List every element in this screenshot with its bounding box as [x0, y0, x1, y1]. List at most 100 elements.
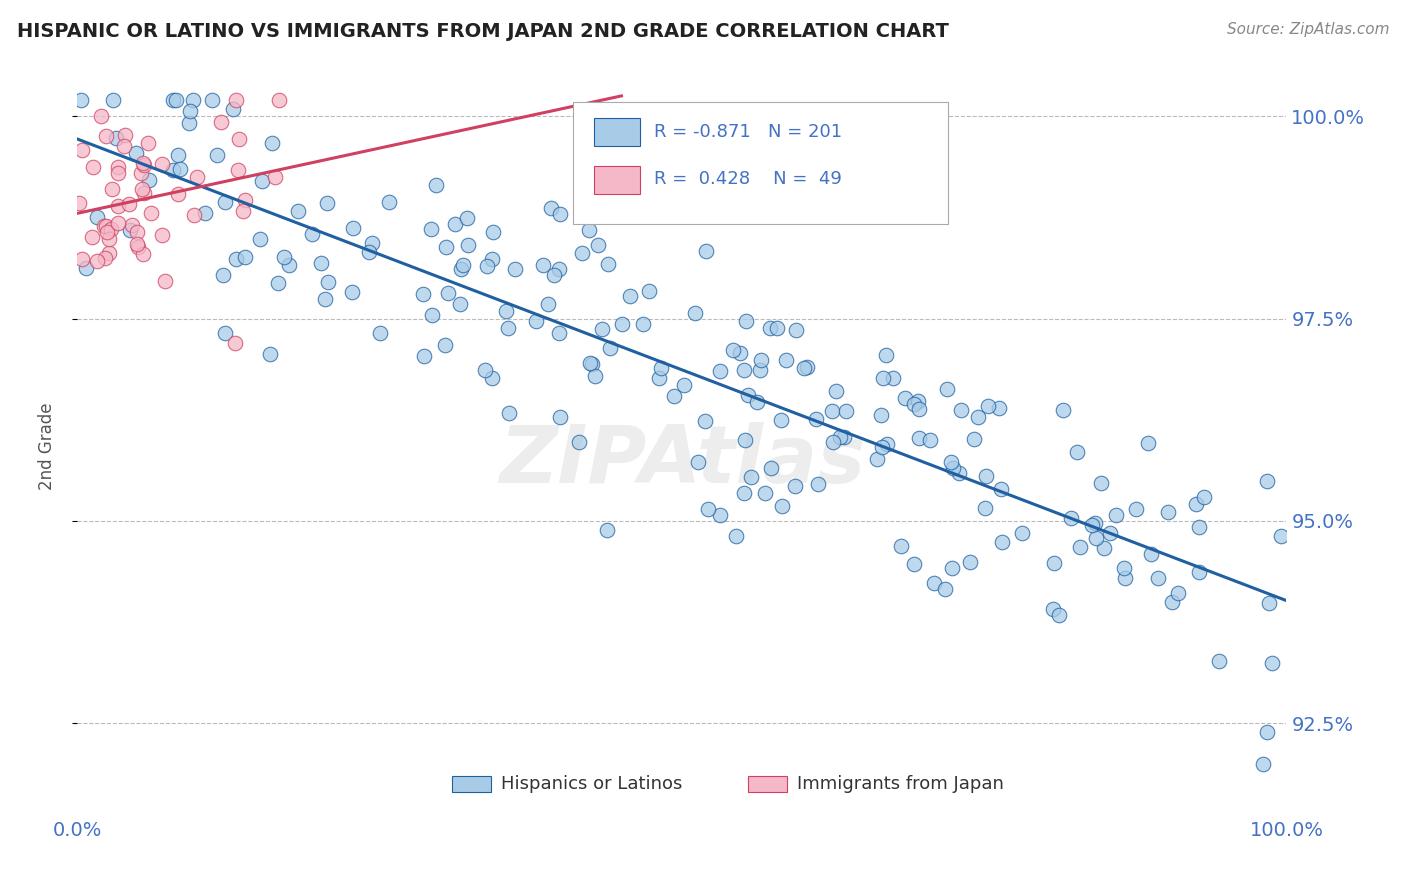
- Text: Source: ZipAtlas.com: Source: ZipAtlas.com: [1226, 22, 1389, 37]
- Point: [70, 143, 93, 157]
- Point: [437, 285, 460, 300]
- Point: [735, 314, 758, 328]
- Point: [496, 321, 519, 335]
- Point: [866, 452, 889, 467]
- Point: [434, 338, 457, 352]
- Point: [475, 259, 498, 273]
- Point: [1059, 510, 1081, 524]
- Point: [131, 156, 153, 170]
- Point: [201, 93, 224, 107]
- Point: [631, 317, 654, 331]
- Point: [882, 371, 904, 385]
- Point: [155, 274, 177, 288]
- Point: [495, 303, 517, 318]
- Point: [264, 169, 287, 184]
- Point: [725, 529, 748, 543]
- Point: [942, 461, 965, 475]
- Point: [125, 225, 148, 239]
- Point: [950, 402, 973, 417]
- Point: [93, 219, 115, 234]
- Point: [918, 433, 941, 447]
- Point: [179, 103, 201, 118]
- Point: [568, 434, 591, 449]
- Point: [571, 245, 593, 260]
- Point: [86, 210, 108, 224]
- Point: [132, 158, 155, 172]
- Point: [162, 93, 184, 107]
- Text: HISPANIC OR LATINO VS IMMIGRANTS FROM JAPAN 2ND GRADE CORRELATION CHART: HISPANIC OR LATINO VS IMMIGRANTS FROM JA…: [17, 22, 949, 41]
- Point: [872, 371, 894, 385]
- Point: [1043, 556, 1066, 570]
- Point: [612, 318, 634, 332]
- Point: [733, 363, 755, 377]
- Point: [86, 253, 108, 268]
- Point: [70, 252, 93, 266]
- Point: [225, 252, 247, 267]
- Point: [131, 182, 153, 196]
- Point: [1251, 756, 1274, 771]
- Point: [212, 268, 235, 283]
- Point: [107, 199, 129, 213]
- Point: [481, 371, 503, 385]
- Point: [82, 161, 104, 175]
- Point: [412, 349, 434, 363]
- Point: [770, 413, 793, 427]
- Point: [114, 128, 136, 142]
- Point: [444, 217, 467, 231]
- Point: [131, 166, 153, 180]
- Point: [301, 227, 323, 242]
- Point: [991, 535, 1014, 549]
- Bar: [593, 118, 640, 146]
- Point: [90, 109, 112, 123]
- Point: [273, 250, 295, 264]
- Point: [186, 170, 208, 185]
- Point: [1146, 571, 1168, 585]
- Point: [340, 285, 363, 299]
- Point: [262, 136, 284, 151]
- Point: [709, 508, 731, 522]
- Point: [959, 556, 981, 570]
- Point: [894, 391, 917, 405]
- Point: [451, 258, 474, 272]
- Point: [112, 139, 135, 153]
- Point: [835, 403, 858, 417]
- Point: [377, 194, 399, 209]
- Point: [214, 326, 236, 340]
- Point: [177, 116, 200, 130]
- Bar: [593, 166, 640, 194]
- Point: [793, 360, 815, 375]
- Point: [125, 145, 148, 160]
- Point: [1047, 608, 1070, 623]
- Point: [948, 466, 970, 480]
- Point: [228, 131, 250, 145]
- Point: [578, 222, 600, 236]
- Point: [695, 244, 717, 258]
- FancyBboxPatch shape: [574, 102, 948, 224]
- Point: [214, 194, 236, 209]
- Point: [875, 348, 897, 362]
- Point: [233, 250, 256, 264]
- Point: [908, 401, 931, 416]
- Point: [267, 277, 290, 291]
- Point: [737, 388, 759, 402]
- Point: [734, 433, 756, 447]
- Point: [342, 221, 364, 235]
- Point: [420, 222, 443, 236]
- Point: [599, 341, 621, 355]
- Point: [96, 129, 118, 144]
- Point: [224, 335, 246, 350]
- Point: [267, 93, 290, 107]
- Point: [582, 191, 605, 205]
- Point: [747, 394, 769, 409]
- Point: [232, 203, 254, 218]
- Point: [596, 523, 619, 537]
- Point: [939, 454, 962, 468]
- Point: [252, 174, 274, 188]
- Point: [543, 268, 565, 283]
- Point: [591, 322, 613, 336]
- Point: [1052, 403, 1074, 417]
- Point: [125, 236, 148, 251]
- Point: [783, 479, 806, 493]
- Point: [908, 430, 931, 444]
- Point: [766, 320, 789, 334]
